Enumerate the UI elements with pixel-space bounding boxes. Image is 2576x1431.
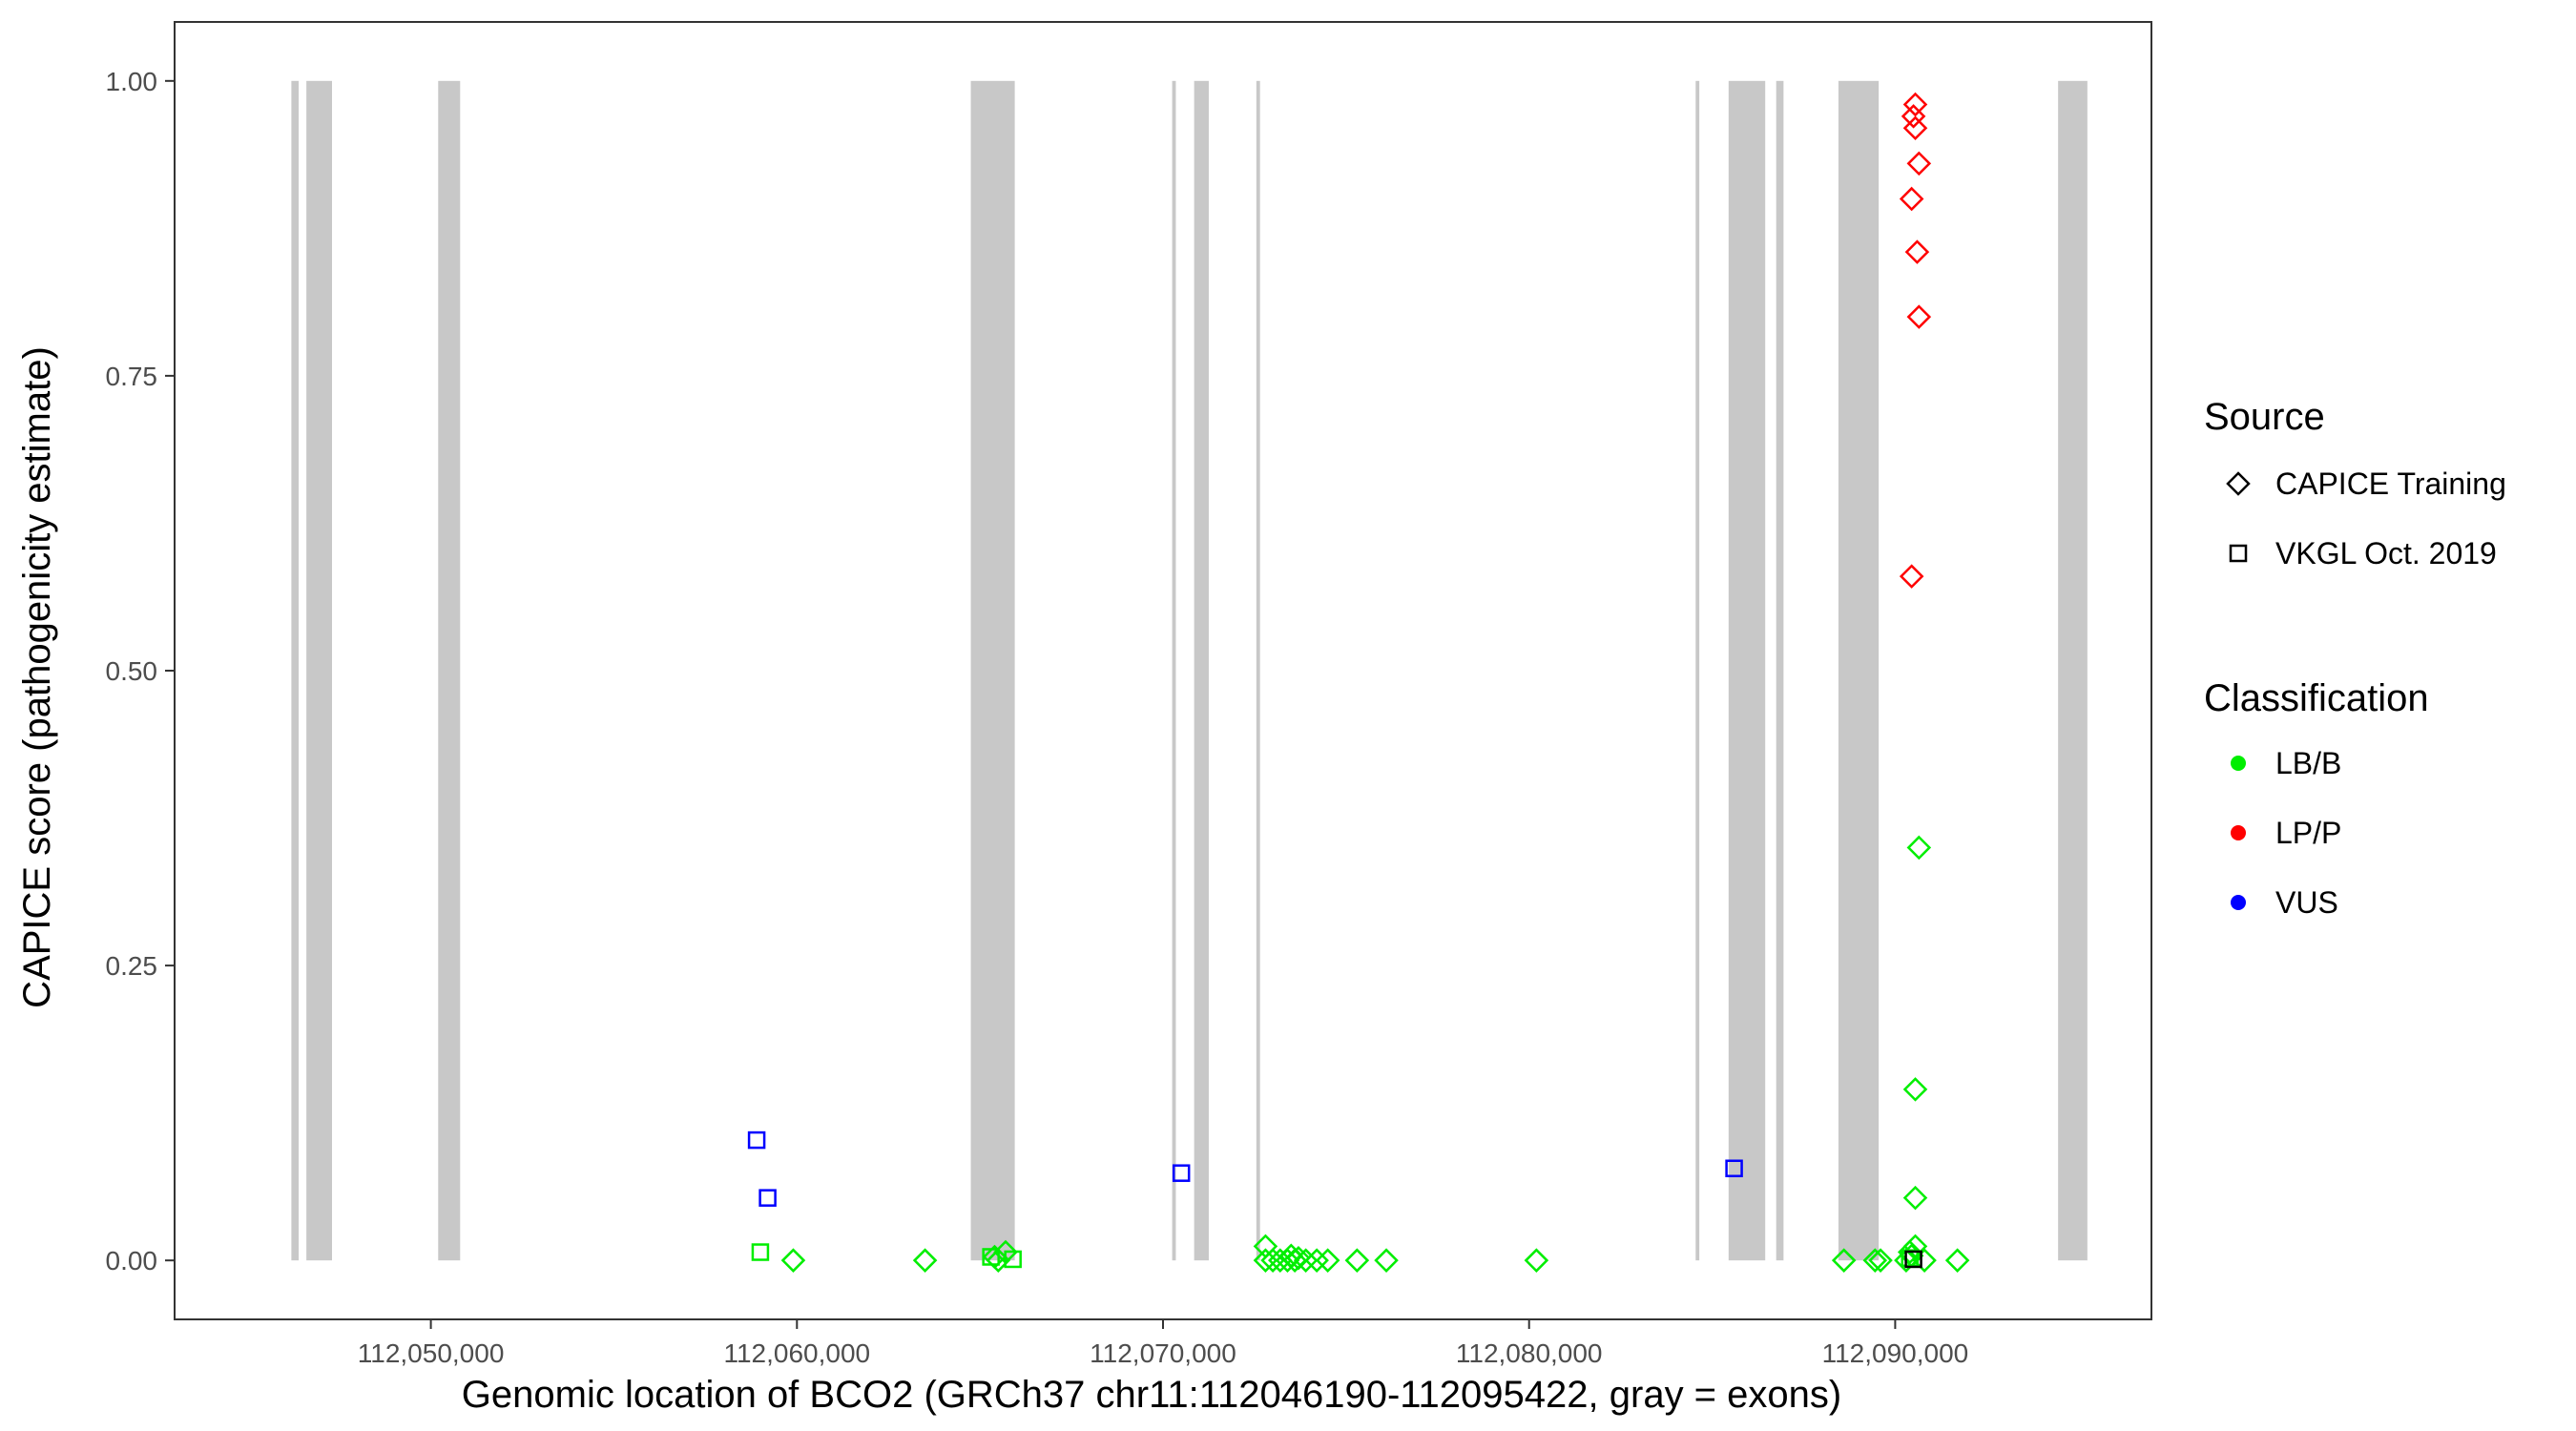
x-tick-label: 112,070,000 — [1090, 1338, 1236, 1368]
data-point — [1862, 1248, 1888, 1273]
data-point — [1253, 1248, 1278, 1273]
y-tick-label: 1.00 — [106, 67, 158, 96]
legend-color-key — [2231, 825, 2246, 840]
data-point — [1906, 304, 1932, 329]
data-point — [1901, 104, 1926, 129]
y-axis: 0.00 0.25 0.50 0.75 1.00 — [106, 67, 175, 1275]
data-point — [1904, 1250, 1922, 1269]
data-point — [1944, 1248, 1970, 1273]
data-point — [1374, 1248, 1399, 1273]
data-points — [747, 92, 1970, 1273]
data-point — [758, 1189, 777, 1207]
data-point — [1906, 835, 1932, 861]
exon-band — [1695, 80, 1700, 1261]
data-point — [1725, 1159, 1743, 1177]
exon-band — [1256, 80, 1260, 1261]
exon-band — [1194, 80, 1209, 1261]
data-point — [1902, 1077, 1928, 1102]
legend-classification-label: VUS — [2275, 885, 2338, 920]
data-point — [1344, 1248, 1370, 1273]
data-point — [1831, 1248, 1857, 1273]
exon-band — [1172, 80, 1176, 1261]
data-point — [1899, 564, 1924, 589]
data-point — [1904, 239, 1930, 264]
x-tick-label: 112,050,000 — [358, 1338, 505, 1368]
data-point — [1260, 1248, 1285, 1273]
exon-band — [1838, 80, 1880, 1261]
data-point — [1286, 1245, 1311, 1271]
exon-band — [1728, 80, 1766, 1261]
y-tick-label: 0.75 — [106, 362, 158, 391]
data-point — [747, 1130, 766, 1150]
legend-classification-items: LB/B LP/P VUS — [2231, 746, 2341, 920]
legend-source-items: CAPICE Training VKGL Oct. 2019 — [2226, 467, 2506, 570]
data-point — [1253, 1234, 1278, 1259]
legend-classification-label: LB/B — [2275, 746, 2341, 780]
data-point — [1902, 1185, 1928, 1211]
legend-source-label: VKGL Oct. 2019 — [2275, 536, 2497, 570]
data-point — [1894, 1248, 1919, 1273]
legend: Source CAPICE Training VKGL Oct. 2019 Cla… — [2204, 396, 2506, 920]
x-tick-label: 112,080,000 — [1456, 1338, 1603, 1368]
exon-bands — [291, 80, 2088, 1261]
data-point — [1897, 1239, 1922, 1265]
data-point — [1268, 1248, 1293, 1273]
x-tick-label: 112,060,000 — [723, 1338, 870, 1368]
legend-classification-title: Classification — [2204, 677, 2429, 719]
exon-band — [1776, 80, 1784, 1261]
x-axis: 112,050,000 112,060,000 112,070,000 112,080… — [358, 1319, 1968, 1368]
exon-band — [970, 80, 1015, 1261]
legend-source-label: CAPICE Training — [2275, 467, 2506, 501]
y-axis-title: CAPICE score (pathogenicity estimate) — [16, 346, 58, 1008]
legend-square-key — [2229, 544, 2248, 563]
legend-source-title: Source — [2204, 396, 2325, 438]
data-point — [780, 1248, 806, 1273]
exon-band — [306, 80, 332, 1261]
x-tick-label: 112,090,000 — [1822, 1338, 1969, 1368]
y-tick-label: 0.00 — [106, 1246, 158, 1275]
data-point — [1868, 1248, 1893, 1273]
y-tick-label: 0.50 — [106, 656, 158, 686]
data-point — [1899, 186, 1924, 212]
legend-diamond-key — [2226, 471, 2251, 496]
data-point — [912, 1248, 938, 1273]
exon-band — [2058, 80, 2088, 1261]
data-point — [751, 1243, 770, 1261]
data-point — [982, 1248, 1000, 1266]
legend-classification-label: LP/P — [2275, 816, 2341, 850]
data-point — [1004, 1250, 1022, 1269]
data-point — [1278, 1243, 1304, 1269]
legend-color-key — [2231, 756, 2246, 771]
data-point — [1906, 151, 1932, 176]
data-point — [1315, 1248, 1340, 1273]
data-point — [1902, 92, 1928, 117]
exon-band — [291, 80, 300, 1261]
data-point — [1304, 1248, 1329, 1273]
data-point — [1172, 1164, 1191, 1182]
y-tick-label: 0.25 — [106, 951, 158, 981]
exon-band — [438, 80, 461, 1261]
data-point — [1902, 115, 1928, 141]
x-axis-title: Genomic location of BCO2 (GRCh37 chr11:1… — [462, 1374, 1841, 1416]
legend-color-key — [2231, 895, 2246, 910]
data-point — [1524, 1248, 1549, 1273]
